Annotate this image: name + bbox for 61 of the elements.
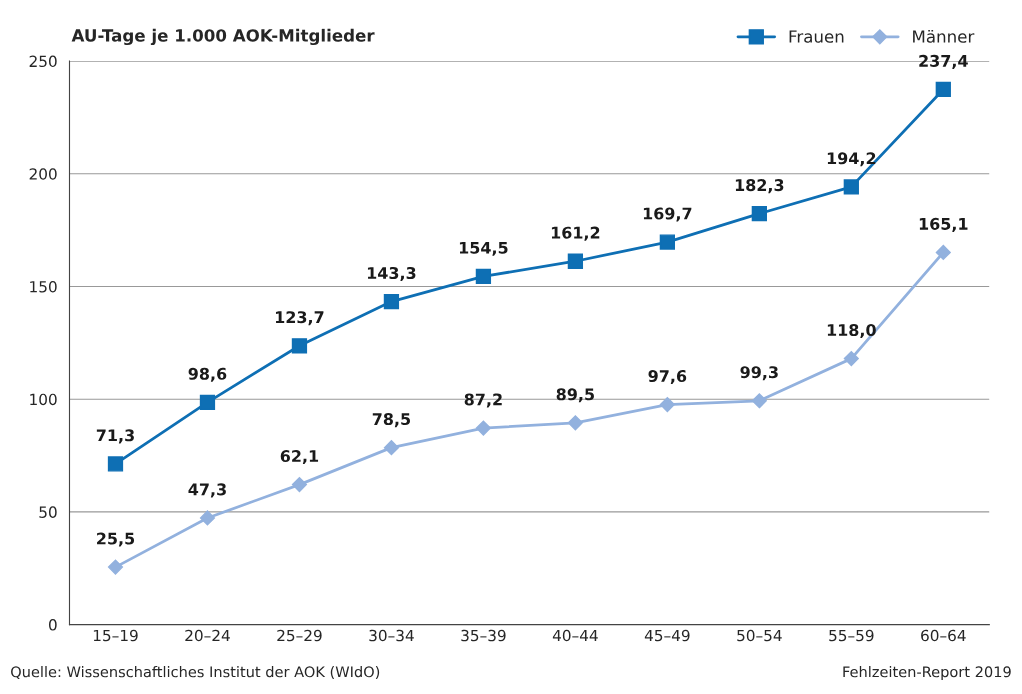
data-label: 182,3	[735, 179, 784, 194]
data-label: 97,6	[648, 369, 687, 385]
point	[843, 351, 859, 367]
data-label: 25,5	[97, 532, 135, 547]
point	[935, 81, 951, 98]
x-tick-label: 25–29	[277, 629, 322, 642]
legend-label: Frauen	[789, 30, 844, 43]
x-tick-label: 40–44	[552, 629, 598, 642]
data-label: 123,7	[275, 311, 324, 326]
point	[475, 420, 491, 436]
data-label: 194,2	[827, 152, 876, 167]
x-tick-label: 50–54	[737, 629, 782, 642]
data-label: 71,3	[96, 429, 134, 444]
x-tick-label: 55–59	[829, 629, 874, 642]
x-tick-label: 20–24	[185, 629, 230, 642]
point	[291, 477, 308, 493]
text: Fehlzeiten-Report 2019	[843, 666, 1011, 681]
chart-title: AU-Tage je 1.000 AOK-Mitglieder	[71, 28, 375, 46]
legend-label: Männer	[913, 29, 975, 43]
data-label: 78,5	[372, 413, 411, 428]
data-label: 98,6	[188, 367, 227, 382]
y-tick-label: 150	[30, 280, 57, 293]
data-label: 169,7	[643, 207, 692, 222]
point	[843, 179, 859, 195]
point	[475, 268, 492, 284]
point	[199, 394, 216, 410]
x-tick-label: 15–19	[93, 629, 138, 642]
x-tick-label: 30–34	[369, 629, 414, 642]
point	[659, 234, 676, 250]
data-label: 165,1	[919, 217, 968, 232]
point	[291, 338, 308, 354]
data-label: 47,3	[188, 483, 226, 498]
point	[199, 510, 216, 526]
data-label: 237,4	[919, 54, 968, 69]
y-tick-label: 0	[48, 619, 57, 631]
data-label: 99,3	[740, 366, 778, 381]
data-label: 118,0	[827, 323, 876, 339]
data-label: 62,1	[280, 450, 319, 465]
source-note: Quelle: Wissenschaftliches Institut der AOK (WIdO)	[11, 666, 380, 680]
y-tick-label: 250	[29, 55, 57, 68]
data-label: 154,5	[459, 241, 508, 256]
data-label: 161,2	[551, 226, 600, 241]
y-tick-label: 100	[30, 393, 57, 406]
point	[567, 415, 583, 431]
point	[751, 393, 767, 409]
x-tick-label: 60–64	[921, 629, 966, 642]
point	[935, 244, 951, 261]
point	[107, 559, 124, 575]
data-label: 89,5	[556, 388, 594, 403]
point	[107, 456, 124, 472]
y-tick-label: 200	[29, 168, 57, 180]
x-tick-label: 35–39	[461, 629, 506, 642]
point	[383, 440, 399, 456]
data-label: 87,2	[464, 393, 502, 408]
data-label: 143,3	[367, 266, 416, 282]
point	[383, 293, 400, 310]
point	[751, 206, 767, 222]
y-tick-label: 50	[39, 506, 57, 518]
point	[659, 397, 675, 413]
x-tick-label: 45–49	[644, 629, 690, 642]
point	[567, 253, 584, 269]
